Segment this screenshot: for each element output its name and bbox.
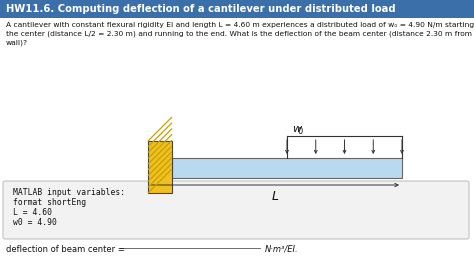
- Text: wall)?: wall)?: [6, 39, 28, 46]
- Text: 0: 0: [298, 127, 303, 136]
- FancyBboxPatch shape: [3, 181, 469, 239]
- Text: w0 = 4.90: w0 = 4.90: [13, 218, 57, 227]
- Text: A cantilever with constant flexural rigidity EI and length L = 4.60 m experience: A cantilever with constant flexural rigi…: [6, 22, 474, 28]
- Text: w: w: [292, 124, 301, 134]
- Bar: [0, 0, 474, 18]
- Text: MATLAB input variables:: MATLAB input variables:: [13, 188, 125, 197]
- Text: the center (distance L/2 = 2.30 m) and running to the end. What is the deflectio: the center (distance L/2 = 2.30 m) and r…: [6, 30, 474, 37]
- Text: N·m³/EI.: N·m³/EI.: [265, 245, 299, 254]
- Bar: [148, 141, 172, 193]
- Bar: [172, 158, 402, 178]
- Text: L: L: [272, 190, 279, 203]
- Text: format shortEng: format shortEng: [13, 198, 86, 207]
- Text: deflection of beam center =: deflection of beam center =: [6, 245, 125, 254]
- Text: L = 4.60: L = 4.60: [13, 208, 52, 217]
- Text: HW11.6. Computing deflection of a cantilever under distributed load: HW11.6. Computing deflection of a cantil…: [6, 4, 396, 14]
